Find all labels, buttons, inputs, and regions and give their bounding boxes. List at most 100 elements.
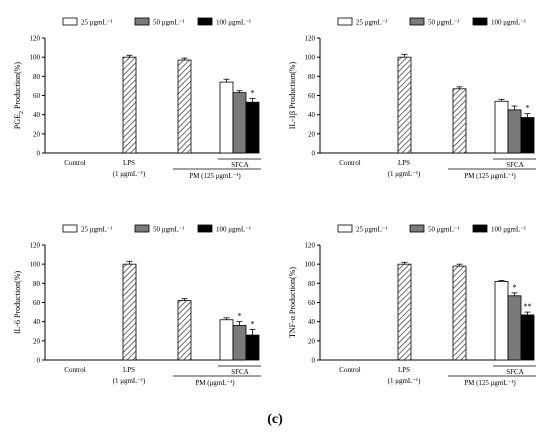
chart1-legend-swatch-1: [62, 17, 78, 26]
chart3-ytick-label: 80: [33, 280, 41, 288]
chart2-bar-sfca-3: [520, 117, 535, 154]
chart1-xlabel-control: Control: [64, 159, 85, 167]
chart3-ytick-label: 100: [30, 261, 41, 269]
chart3-legend-label-3: 100 μgmL⁻¹: [216, 226, 251, 234]
chart2-xlabel-lps-dose: (1 μgmL⁻¹): [388, 170, 421, 178]
chart4-bar-lps: [397, 263, 412, 361]
chart1-bar-pm: [177, 59, 192, 154]
chart3-bar-lps: [122, 263, 137, 361]
chart1-legend-label-1: 25 μgmL⁻¹: [81, 19, 113, 27]
chart2-ylabel: IL-1β Production(%): [288, 61, 297, 129]
chart4-significance-mark: **: [524, 302, 532, 311]
chart2-bar-sfca-2: [507, 109, 522, 154]
chart4-legend-swatch-1: [337, 224, 353, 233]
chart2-xlabel-sfca: SFCA: [506, 161, 524, 169]
chart4-xlabel-lps: LPS: [398, 366, 410, 374]
chart1-xlabel-lps: LPS: [123, 159, 135, 167]
chart1-ytick-label: 20: [33, 130, 41, 138]
chart3-significance-mark: *: [251, 319, 255, 328]
chart1-bar-sfca-2: [232, 92, 247, 154]
chart2-ytick-label: 80: [308, 73, 316, 81]
chart4-bar-sfca-2: [507, 295, 522, 361]
chart2-legend-label-3: 100 μgmL⁻¹: [491, 19, 526, 27]
chart4-bar-pm: [452, 265, 467, 361]
chart4-xlabel-control: Control: [339, 366, 360, 374]
chart3-ylabel: IL-6 Production(%): [13, 271, 22, 335]
chart1-legend-swatch-3: [197, 17, 213, 26]
chart1-ytick-label: 60: [33, 92, 41, 100]
chart1-legend-label-3: 100 μgmL⁻¹: [216, 19, 251, 27]
chart4-bar-sfca-1: [494, 281, 509, 361]
chart2-xlabel-lps: LPS: [398, 159, 410, 167]
chart1-ytick-label: 100: [30, 54, 41, 62]
chart3-bar-pm: [177, 300, 192, 361]
chart1-ylabel: PGE2 Production(%): [13, 62, 25, 130]
chart4-legend-label-2: 50 μgmL⁻¹: [428, 226, 460, 234]
chart4-ytick-label: 60: [308, 299, 316, 307]
chart3-ytick-label: 120: [30, 242, 41, 250]
chart4-ytick-label: 120: [305, 242, 316, 250]
chart1-xlabel-sfca: SFCA: [231, 161, 249, 169]
chart4-significance-mark: *: [513, 283, 517, 292]
chart4-xlabel-lps-dose: (1 μgmL⁻¹): [388, 377, 421, 385]
chart4-xlabel-pm: PM (125 μgmL⁻¹): [464, 379, 516, 387]
figure-caption: (c): [267, 412, 283, 427]
chart4-ylabel: TNF-α Production(%): [288, 267, 297, 338]
chart2-legend-swatch-3: [472, 17, 488, 26]
chart2-legend-swatch-2: [409, 17, 425, 26]
chart4-xlabel-sfca: SFCA: [506, 368, 524, 376]
chart2-legend-swatch-1: [337, 17, 353, 26]
chart1-bar-sfca-1: [219, 81, 234, 154]
chart4-ytick-label: 40: [308, 318, 316, 326]
chart1-bar-lps: [122, 56, 137, 154]
chart4-ytick-label: 80: [308, 280, 316, 288]
chart2-significance-mark: *: [526, 104, 530, 113]
chart2-ytick-label: 100: [305, 54, 316, 62]
chart1-significance-mark: *: [251, 88, 255, 97]
chart2-legend-label-2: 50 μgmL⁻¹: [428, 19, 460, 27]
chart4-legend-swatch-2: [409, 224, 425, 233]
chart1-ytick-label: 80: [33, 73, 41, 81]
chart3-legend-label-2: 50 μgmL⁻¹: [153, 226, 185, 234]
chart4-legend-label-3: 100 μgmL⁻¹: [491, 226, 526, 234]
chart2-bar-pm: [452, 88, 467, 154]
chart2-legend-label-1: 25 μgmL⁻¹: [356, 19, 388, 27]
chart1-legend-swatch-2: [134, 17, 150, 26]
chart3-bar-sfca-3: [245, 334, 260, 361]
chart3-xlabel-sfca: SFCA: [231, 368, 249, 376]
chart3-ytick-label: 40: [33, 318, 41, 326]
chart1-xlabel-pm: PM (125 μgmL⁻¹): [189, 172, 241, 180]
chart3-xlabel-pm: PM (μgmL⁻¹): [195, 379, 235, 387]
chart3-xlabel-lps-dose: (1 μgmL⁻¹): [113, 377, 146, 385]
chart2-ytick-label: 60: [308, 92, 316, 100]
chart3-xlabel-control: Control: [64, 366, 85, 374]
chart2-ytick-label: 20: [308, 130, 316, 138]
chart3-significance-mark: *: [238, 312, 242, 321]
chart1-legend-label-2: 50 μgmL⁻¹: [153, 19, 185, 27]
chart3-legend-swatch-1: [62, 224, 78, 233]
chart4-legend-swatch-3: [472, 224, 488, 233]
chart1-ytick-label: 0: [37, 150, 41, 158]
chart3-legend-label-1: 25 μgmL⁻¹: [81, 226, 113, 234]
chart2-ytick-label: 120: [305, 35, 316, 43]
chart1-ytick-label: 120: [30, 35, 41, 43]
chart4-ytick-label: 100: [305, 261, 316, 269]
chart2-bar-lps: [397, 56, 412, 154]
chart4-bar-sfca-3: [520, 314, 535, 361]
chart2-bar-sfca-1: [494, 100, 509, 154]
chart3-legend-swatch-3: [197, 224, 213, 233]
chart2-xlabel-pm: PM (125 μgmL⁻¹): [464, 172, 516, 180]
chart1-bar-sfca-3: [245, 101, 260, 154]
chart3-bar-sfca-2: [232, 325, 247, 361]
chart3-ytick-label: 60: [33, 299, 41, 307]
chart3-ytick-label: 20: [33, 337, 41, 345]
chart3-legend-swatch-2: [134, 224, 150, 233]
chart3-bar-sfca-1: [219, 319, 234, 361]
chart1-ytick-label: 40: [33, 111, 41, 119]
chart3-ytick-label: 0: [37, 357, 41, 365]
chart3-xlabel-lps: LPS: [123, 366, 135, 374]
chart4-ytick-label: 20: [308, 337, 316, 345]
chart1-xlabel-lps-dose: (1 μgmL⁻¹): [113, 170, 146, 178]
chart2-ytick-label: 0: [312, 150, 316, 158]
